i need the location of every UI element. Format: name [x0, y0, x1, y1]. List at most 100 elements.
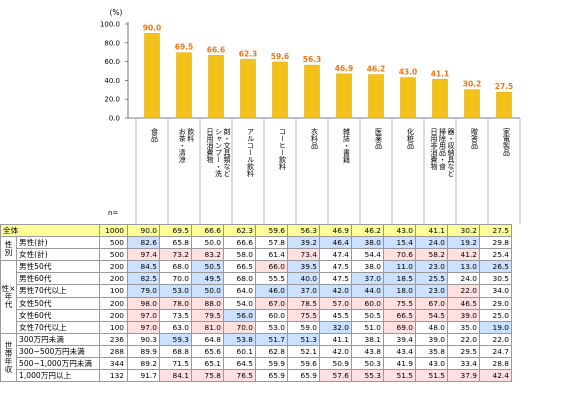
table-cell: 66.0	[255, 260, 288, 274]
table-cell: 78.5	[287, 296, 320, 310]
category-label: アルコール飲料	[247, 128, 255, 178]
category-label: 器・収納具など	[447, 128, 455, 177]
table-row: 1,000万円以上 132 91.7 84.1 75.8 76.5 65.9 65.9 57.6…	[1, 369, 512, 383]
table-cell: 66.5	[223, 260, 256, 274]
table-cell: 50.0	[191, 236, 224, 250]
table-cell: 50.3	[351, 357, 384, 371]
table-cell: 54.0	[223, 296, 256, 310]
table-cell: 22.0	[479, 332, 512, 346]
table-cell: 41.9	[383, 357, 416, 371]
table-cell: 38.0	[351, 236, 384, 250]
table-cell: 79.0	[127, 284, 160, 298]
category-label: 化粧品	[407, 127, 415, 150]
table-row: 300~500万円未満 288 89.9 68.8 65.6 60.1 62.8 52.1 42…	[1, 344, 512, 359]
data-label: 62.3	[239, 49, 258, 58]
table-cell: 64.5	[223, 357, 256, 371]
category-label: 日用非消費物	[430, 128, 438, 171]
table-cell: 78.0	[159, 296, 192, 310]
table-cell: 46.2	[351, 223, 384, 238]
table-cell: 66.6	[191, 223, 224, 238]
bar	[368, 74, 384, 119]
table-cell: 29.5	[447, 344, 480, 359]
row-n: 288	[99, 344, 128, 359]
table-cell: 50.0	[191, 284, 224, 298]
table-cell: 47.5	[319, 272, 352, 286]
row-label: 男性(計)	[16, 236, 100, 250]
category-label: 医薬品	[375, 128, 383, 150]
table-cell: 22.0	[447, 284, 480, 298]
category-label: 贈答品	[471, 127, 479, 150]
table-cell: 49.5	[191, 272, 224, 286]
row-n: 100	[99, 284, 128, 298]
y-tick-label: 60.0	[104, 58, 120, 66]
table-cell: 50.9	[319, 357, 352, 371]
table-cell: 65.9	[287, 369, 320, 383]
row-group-label: 性別	[0, 236, 17, 262]
bar	[464, 89, 480, 119]
table-cell: 37.0	[351, 272, 384, 286]
table-cell: 54.5	[415, 308, 448, 322]
y-tick-label: 40.0	[104, 77, 120, 85]
row-label: 全体	[0, 223, 100, 238]
table-cell: 50.5	[351, 308, 384, 322]
table-cell: 70.0	[223, 320, 256, 334]
y-tick-label: 80.0	[104, 39, 120, 47]
table-cell: 57.0	[319, 296, 352, 310]
table-cell: 29.0	[479, 296, 512, 310]
data-label: 56.3	[303, 55, 322, 64]
row-n: 500	[99, 248, 128, 262]
table-cell: 11.0	[383, 260, 416, 274]
bar	[176, 52, 192, 119]
table-cell: 60.1	[223, 344, 256, 359]
table-cell: 68.0	[159, 260, 192, 274]
table-cell: 28.8	[479, 357, 512, 371]
table-cell: 52.1	[287, 344, 320, 359]
table-cell: 59.9	[255, 357, 288, 371]
data-label: 66.6	[207, 45, 226, 54]
table-cell: 46.0	[255, 284, 288, 298]
table-cell: 65.6	[191, 344, 224, 359]
table-cell: 53.0	[159, 284, 192, 298]
table-cell: 91.7	[127, 369, 160, 383]
table-cell: 53.8	[223, 332, 256, 346]
table-cell: 46.9	[319, 223, 352, 238]
table-cell: 24.0	[415, 236, 448, 250]
table-row: 女性(計) 500 97.4 73.2 83.2 58.0 61.4 73.4 47.4 54.4…	[1, 248, 512, 262]
table-row: 性別 男性(計) 500 82.6 65.8 50.0 66.6 57.8 39.2 46.4 38…	[0, 236, 512, 262]
table-cell: 13.0	[447, 260, 480, 274]
row-n: 500	[99, 236, 128, 250]
table-cell: 60.0	[255, 308, 288, 322]
table-cell: 57.6	[319, 369, 352, 383]
y-axis-unit: (%)	[110, 8, 123, 17]
table-cell: 82.5	[127, 272, 160, 286]
table-cell: 68.0	[223, 272, 256, 286]
table-row: 性×年代 男性50代 200 84.5 68.0 50.5 66.5 66.0 39.5 47.5…	[0, 260, 512, 334]
table-cell: 70.6	[383, 248, 416, 262]
y-tick-label: 0.0	[109, 115, 120, 123]
table-cell: 69.5	[159, 223, 192, 238]
table-cell: 39.0	[415, 332, 448, 346]
row-n: 236	[99, 332, 128, 346]
category-label: 食品	[151, 127, 159, 143]
table-cell: 32.0	[319, 320, 352, 334]
data-label: 46.9	[335, 64, 354, 73]
table-cell: 42.0	[319, 344, 352, 359]
table-cell: 70.0	[159, 272, 192, 286]
table-cell: 89.2	[127, 357, 160, 371]
table-cell: 42.4	[479, 369, 512, 383]
table-cell: 43.0	[383, 223, 416, 238]
row-group-label: 世帯年収	[0, 332, 17, 383]
table-row: 女性70代以上 100 97.0 63.0 81.0 70.0 53.0 59.0 32.0 51…	[1, 320, 512, 334]
row-n: 132	[99, 369, 128, 383]
table-cell: 79.5	[191, 308, 224, 322]
y-tick-label: 100.0	[100, 21, 120, 29]
row-label: 女性70代以上	[16, 320, 100, 334]
table-cell: 45.5	[319, 308, 352, 322]
table-row: 世帯年収 300万円未満 236 90.3 59.3 64.8 53.8 51.7 51.3 41…	[0, 332, 512, 383]
data-label: 41.1	[431, 69, 450, 78]
table-cell: 90.0	[127, 223, 160, 238]
category-label: シャンプー・洗	[215, 128, 223, 178]
table-cell: 65.8	[159, 236, 192, 250]
data-label: 90.0	[143, 23, 162, 32]
table-cell: 65.1	[191, 357, 224, 371]
